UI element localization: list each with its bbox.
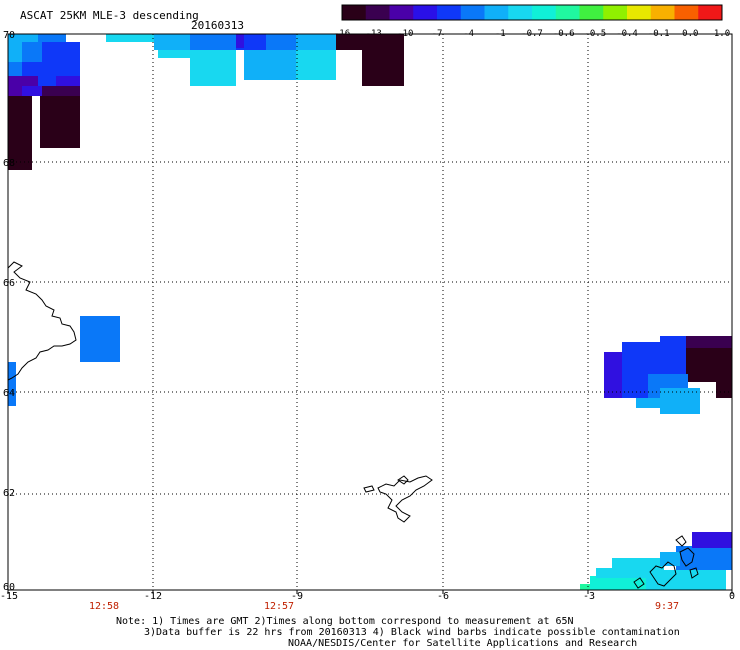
colorbar-swatch [389,5,414,20]
swath-cell [686,348,732,382]
faroe-islands [363,475,433,523]
longitude-labels: -15 -12 -9 -6 -3 0 [0,591,735,602]
swath-cell [612,558,664,572]
swath-cell [8,148,32,170]
colorbar-swatch [603,5,628,20]
lon-label: -9 [291,591,303,602]
swath-cell [646,570,726,590]
map-frame [7,33,733,591]
swath-cell [190,34,236,50]
swath-cell [42,62,56,76]
product-title: ASCAT 25KM MLE-3 descending [20,9,199,22]
lat-label: 60 [3,582,15,593]
shetland-islands [633,535,699,589]
swath-cell [596,568,646,578]
lon-label: -3 [583,591,595,602]
footnotes: Note: 1) Times are GMT 2)Times along bot… [116,616,680,649]
colorbar-swatch [413,5,438,20]
lat-label: 70 [3,30,15,41]
colorbar-swatch [365,5,390,20]
colorbar-frame [341,4,723,21]
colorbar-swatch [555,5,580,20]
swath-cell [40,108,80,148]
colorbar [341,4,723,21]
colorbar-swatch [579,5,604,20]
lat-label: 62 [3,488,15,499]
colorbar-swatch [342,5,367,20]
lat-lon-grid [8,34,732,590]
colorbar-swatch [437,5,462,20]
swath-cell [158,50,190,58]
swath-cell [42,42,56,62]
colorbar-swatch [484,5,509,20]
note-line-3: NOAA/NESDIS/Center for Satellite Applica… [288,638,637,649]
note-line-1: Note: 1) Times are GMT 2)Times along bot… [116,616,574,627]
swath-cell [580,584,590,590]
swath-cell [686,336,732,348]
date-label: 20160313 [191,19,244,32]
colorbar-swatch [460,5,485,20]
lon-label: 0 [729,591,735,602]
swath-cell [22,86,42,96]
colorbar-swatch [698,5,723,20]
lat-label: 68 [3,158,15,169]
axis-ticks [7,590,733,594]
wind-swath-cells [8,34,732,590]
lat-label: 64 [3,388,15,399]
swath-cell [56,42,80,62]
pass-time: 12:57 [264,601,294,612]
swath-cell [154,34,190,50]
swath-cell [8,76,38,86]
swath-cell [8,96,32,108]
swath-cell [716,382,732,398]
swath-cell [336,34,404,50]
swath-cell [38,76,56,86]
swath-cell [40,96,80,108]
swath-cell [266,34,296,50]
iceland-coastline [7,261,77,381]
latitude-labels: 70 68 66 64 62 60 [3,30,15,593]
swath-cell [8,42,22,62]
swath-cell [190,50,236,86]
swath-cell [236,34,244,48]
swath-cell [56,62,80,76]
pass-times: 12:58 12:57 9:37 [89,601,679,612]
swath-cell [244,50,296,80]
swath-cell [676,546,732,570]
swath-cell [8,362,16,406]
swath-cell [56,76,80,86]
swath-cell [8,62,22,76]
swath-cell [296,50,336,80]
pass-time: 12:58 [89,601,119,612]
swath-cell [80,316,120,362]
lon-label: -12 [144,591,162,602]
colorbar-swatch [508,5,533,20]
swath-cell [8,108,32,148]
swath-cell [692,532,732,548]
swath-cell [590,576,646,590]
colorbar-swatch [532,5,557,20]
colorbar-swatch [650,5,675,20]
colorbar-swatch [627,5,652,20]
swath-cell [636,398,660,408]
note-line-2: 3)Data buffer is 22 hrs from 20160313 4)… [144,627,680,638]
swath-cell [660,552,680,566]
swath-cell [42,86,80,96]
swath-cell [8,86,22,96]
lon-label: -15 [0,591,18,602]
lon-label: -6 [437,591,449,602]
swath-cell [296,34,336,50]
lat-label: 66 [3,278,15,289]
swath-cell [106,34,154,42]
swath-cell [362,50,404,86]
swath-cell [22,62,42,76]
swath-cell [22,42,42,62]
map-plot-area [7,33,733,594]
pass-time: 9:37 [655,601,679,612]
colorbar-swatch [674,5,699,20]
